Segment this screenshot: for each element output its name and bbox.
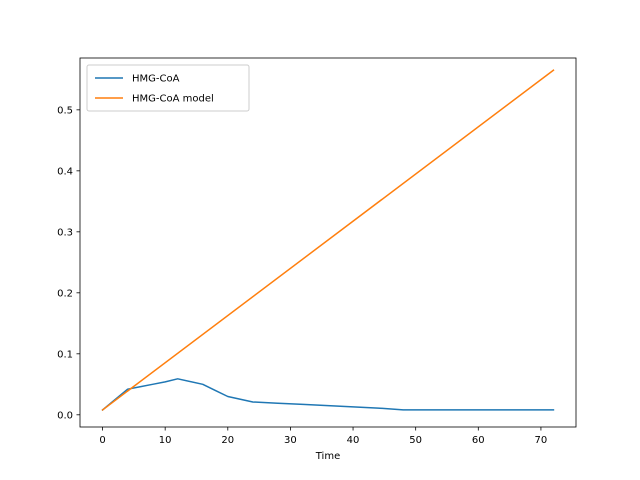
y-tick-label: 0.1 [57, 349, 73, 360]
y-tick-label: 0.4 [57, 166, 73, 177]
series-line-1 [101, 69, 555, 411]
x-tick-label: 70 [535, 435, 548, 446]
x-tick-label: 0 [99, 435, 105, 446]
x-axis: 0 10 20 30 40 50 60 70 [99, 427, 547, 446]
x-tick-label: 30 [284, 435, 297, 446]
legend-label-1: HMG-CoA model [132, 94, 214, 105]
legend: HMG-CoA HMG-CoA model [86, 64, 250, 112]
x-tick-label: 40 [347, 435, 360, 446]
series-layer [101, 69, 555, 411]
y-axis: 0.0 0.1 0.2 0.3 0.4 0.5 [57, 105, 80, 421]
x-tick-label: 20 [221, 435, 234, 446]
legend-label-0: HMG-CoA [132, 74, 180, 85]
y-tick-label: 0.3 [57, 227, 73, 238]
x-tick-label: 60 [472, 435, 485, 446]
x-tick-label: 10 [159, 435, 172, 446]
axes-frame [79, 57, 577, 428]
y-tick-label: 0.0 [57, 410, 73, 421]
plot-area [79, 57, 577, 428]
y-tick-label: 0.2 [57, 288, 73, 299]
x-tick-label: 50 [409, 435, 422, 446]
x-axis-label: Time [315, 451, 340, 462]
legend-box [86, 64, 250, 112]
series-line-0 [101, 378, 555, 411]
y-tick-label: 0.5 [57, 105, 73, 116]
